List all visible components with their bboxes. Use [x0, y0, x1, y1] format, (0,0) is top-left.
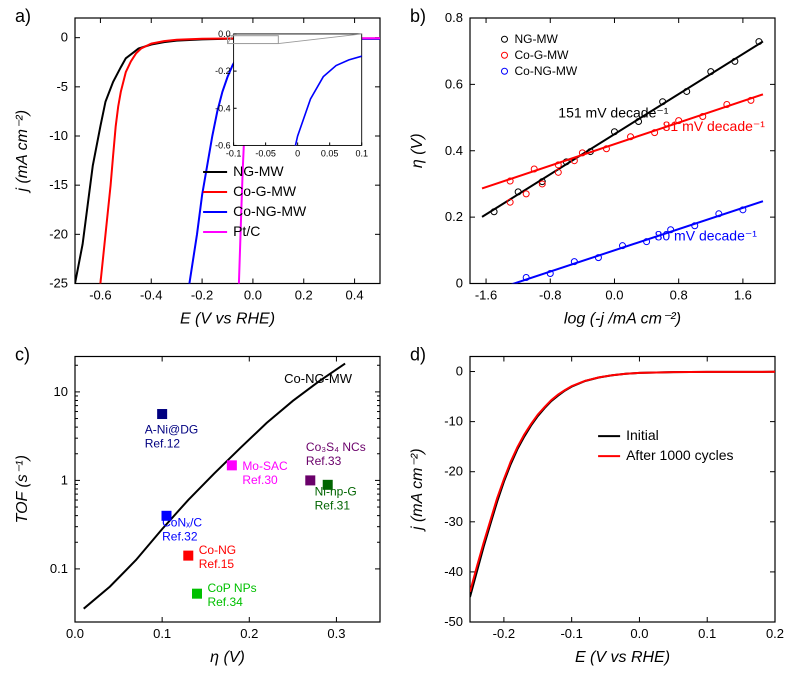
- svg-text:-15: -15: [49, 177, 68, 192]
- svg-text:a): a): [15, 6, 31, 26]
- figure-svg: a)-0.6-0.4-0.20.00.20.4-25-20-15-10-50E …: [0, 0, 790, 677]
- svg-text:0.1: 0.1: [355, 148, 368, 158]
- svg-text:0.0: 0.0: [605, 288, 623, 303]
- svg-text:Ref.15: Ref.15: [199, 557, 235, 571]
- svg-text:0.2: 0.2: [240, 626, 258, 641]
- svg-text:Co-NG-MW: Co-NG-MW: [233, 203, 307, 219]
- svg-text:Ref.30: Ref.30: [242, 473, 278, 487]
- svg-text:0.4: 0.4: [445, 143, 463, 158]
- svg-text:Co₃S₄ NCs: Co₃S₄ NCs: [306, 440, 366, 454]
- svg-text:CoNₓ/C: CoNₓ/C: [162, 515, 202, 529]
- svg-text:-0.8: -0.8: [539, 288, 561, 303]
- svg-text:0.1: 0.1: [698, 626, 716, 641]
- svg-text:-10: -10: [49, 128, 68, 143]
- svg-text:0.6: 0.6: [445, 76, 463, 91]
- svg-text:b): b): [410, 6, 426, 26]
- svg-text:0: 0: [295, 148, 300, 158]
- svg-text:Ref.32: Ref.32: [162, 529, 198, 543]
- svg-text:0.0: 0.0: [218, 29, 231, 39]
- svg-text:0.05: 0.05: [321, 148, 339, 158]
- svg-text:0.3: 0.3: [327, 626, 345, 641]
- svg-text:-0.2: -0.2: [215, 66, 231, 76]
- svg-text:-30: -30: [444, 514, 463, 529]
- svg-text:Co-NG-MW: Co-NG-MW: [515, 64, 578, 78]
- svg-text:Ref.34: Ref.34: [207, 595, 243, 609]
- svg-text:NG-MW: NG-MW: [233, 163, 284, 179]
- svg-text:Co-NG-MW: Co-NG-MW: [284, 371, 353, 386]
- svg-text:-20: -20: [49, 226, 68, 241]
- svg-text:Ni-np-G: Ni-np-G: [315, 484, 357, 498]
- svg-text:TOF (s⁻¹): TOF (s⁻¹): [14, 455, 31, 523]
- svg-text:Initial: Initial: [626, 427, 659, 443]
- svg-text:-0.4: -0.4: [215, 103, 231, 113]
- svg-text:Ref.12: Ref.12: [145, 436, 181, 450]
- svg-text:-10: -10: [444, 414, 463, 429]
- svg-text:η (V): η (V): [409, 133, 426, 168]
- svg-text:0.2: 0.2: [295, 288, 313, 303]
- svg-text:η (V): η (V): [210, 649, 245, 666]
- svg-text:After 1000 cycles: After 1000 cycles: [626, 447, 733, 463]
- svg-text:-0.05: -0.05: [255, 148, 276, 158]
- svg-text:Co-G-MW: Co-G-MW: [515, 48, 570, 62]
- svg-text:80 mV decade⁻¹: 80 mV decade⁻¹: [655, 227, 758, 243]
- svg-text:151 mV decade⁻¹: 151 mV decade⁻¹: [558, 105, 668, 121]
- svg-text:Ref.33: Ref.33: [306, 454, 342, 468]
- svg-text:E (V vs RHE): E (V vs RHE): [180, 311, 275, 328]
- svg-text:-1.6: -1.6: [475, 288, 497, 303]
- svg-text:-0.4: -0.4: [140, 288, 162, 303]
- svg-text:-20: -20: [444, 464, 463, 479]
- svg-text:1.6: 1.6: [734, 288, 752, 303]
- svg-text:0.1: 0.1: [153, 626, 171, 641]
- svg-text:0.1: 0.1: [50, 561, 68, 576]
- svg-text:d): d): [410, 345, 426, 365]
- svg-text:-0.2: -0.2: [493, 626, 515, 641]
- svg-text:-0.6: -0.6: [89, 288, 111, 303]
- svg-text:81 mV decade⁻¹: 81 mV decade⁻¹: [663, 118, 766, 134]
- svg-text:-5: -5: [56, 79, 68, 94]
- svg-text:-0.6: -0.6: [215, 140, 231, 150]
- svg-text:1: 1: [61, 472, 68, 487]
- svg-text:0: 0: [456, 276, 463, 291]
- svg-text:-50: -50: [444, 614, 463, 629]
- svg-text:j (mA cm⁻²): j (mA cm⁻²): [14, 110, 31, 194]
- svg-text:0.8: 0.8: [445, 10, 463, 25]
- svg-text:j (mA cm⁻²): j (mA cm⁻²): [409, 448, 426, 532]
- svg-text:A-Ni@DG: A-Ni@DG: [145, 422, 199, 436]
- svg-text:Pt/C: Pt/C: [233, 223, 260, 239]
- svg-text:E (V vs RHE): E (V vs RHE): [575, 649, 670, 666]
- svg-text:CoP NPs: CoP NPs: [207, 581, 256, 595]
- svg-text:10: 10: [54, 384, 68, 399]
- svg-text:Co-G-MW: Co-G-MW: [233, 183, 297, 199]
- svg-text:-25: -25: [49, 276, 68, 291]
- svg-text:0: 0: [456, 364, 463, 379]
- svg-text:Ref.31: Ref.31: [315, 498, 351, 512]
- svg-text:log (-j /mA cm⁻²): log (-j /mA cm⁻²): [564, 311, 681, 328]
- svg-text:0.8: 0.8: [670, 288, 688, 303]
- svg-text:0.4: 0.4: [346, 288, 364, 303]
- svg-text:-40: -40: [444, 564, 463, 579]
- svg-text:0.0: 0.0: [244, 288, 262, 303]
- svg-text:0.2: 0.2: [445, 209, 463, 224]
- svg-text:-0.2: -0.2: [191, 288, 213, 303]
- svg-text:0: 0: [61, 30, 68, 45]
- svg-text:0.2: 0.2: [766, 626, 784, 641]
- svg-text:Co-NG: Co-NG: [199, 543, 236, 557]
- svg-text:c): c): [15, 345, 30, 365]
- svg-text:Mo-SAC: Mo-SAC: [242, 459, 288, 473]
- svg-text:0.0: 0.0: [66, 626, 84, 641]
- svg-text:-0.1: -0.1: [560, 626, 582, 641]
- svg-text:0.0: 0.0: [630, 626, 648, 641]
- svg-text:NG-MW: NG-MW: [515, 32, 559, 46]
